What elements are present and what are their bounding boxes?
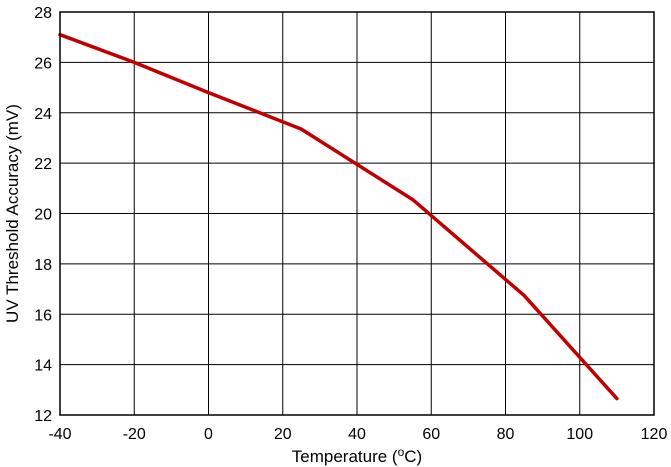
y-tick-label: 28 — [34, 5, 52, 22]
x-tick-label: 80 — [497, 426, 515, 443]
x-axis-title: Temperature (oC) — [292, 445, 422, 466]
y-tick-labels: 12 14 16 18 20 22 24 26 28 — [34, 5, 52, 425]
x-tick-label: 40 — [348, 426, 366, 443]
x-tick-label: 120 — [641, 426, 668, 443]
x-tick-labels: -40 -20 0 20 40 60 80 100 120 — [48, 426, 667, 443]
x-tick-label: 20 — [274, 426, 292, 443]
y-tick-label: 26 — [34, 55, 52, 72]
x-tick-label: 0 — [204, 426, 213, 443]
x-tick-label: -40 — [48, 426, 71, 443]
y-tick-label: 20 — [34, 207, 52, 224]
x-axis-title-tail: C) — [404, 447, 422, 466]
x-tick-label: -20 — [123, 426, 146, 443]
x-axis-title-text: Temperature ( — [292, 447, 398, 466]
x-tick-label: 60 — [422, 426, 440, 443]
y-tick-label: 22 — [34, 156, 52, 173]
y-tick-label: 12 — [34, 408, 52, 425]
y-tick-label: 24 — [34, 106, 52, 123]
series-line — [58, 32, 619, 401]
grid — [60, 12, 654, 415]
y-axis-title: UV Threshold Accuracy (mV) — [3, 104, 22, 323]
series-layer — [58, 32, 619, 401]
x-axis-title-sup: o — [398, 445, 405, 459]
y-tick-label: 14 — [34, 358, 52, 375]
y-tick-label: 18 — [34, 257, 52, 274]
x-tick-label: 100 — [566, 426, 593, 443]
y-tick-label: 16 — [34, 307, 52, 324]
plot-frame — [59, 11, 655, 416]
